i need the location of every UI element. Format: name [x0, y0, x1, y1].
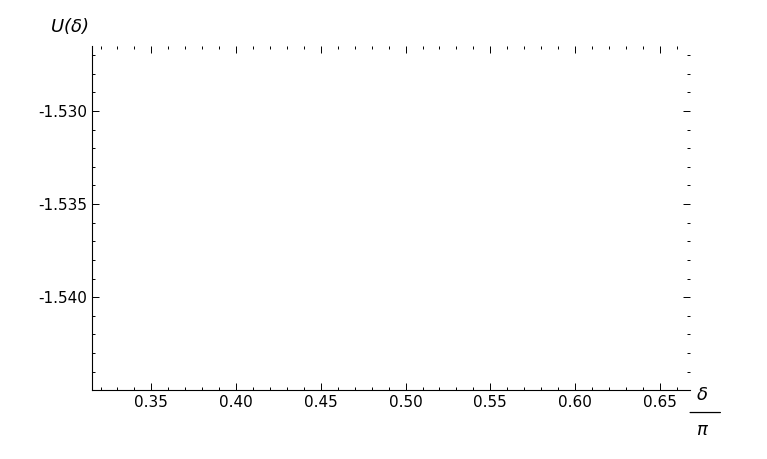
Text: $\pi$: $\pi$ — [696, 421, 709, 439]
Text: U($\delta$): U($\delta$) — [50, 16, 88, 35]
Text: $\delta$: $\delta$ — [696, 386, 709, 404]
